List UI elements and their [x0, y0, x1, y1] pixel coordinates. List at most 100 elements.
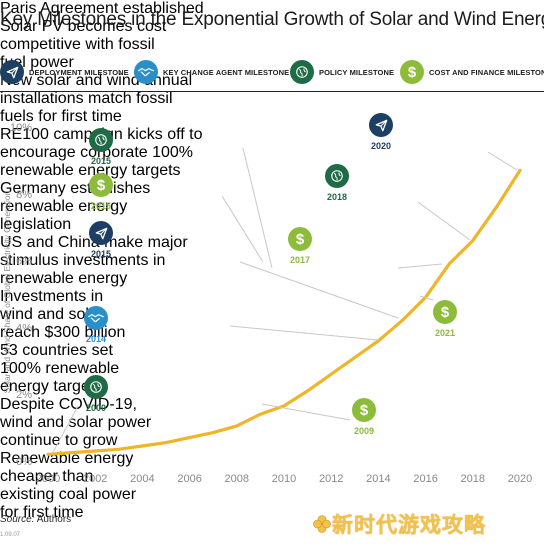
x-tick-label: 2006 [177, 473, 201, 485]
source-value: Authors [36, 514, 72, 525]
milestone-text-line: 100% renewable [0, 360, 120, 377]
footnote: 1.09.07 [0, 532, 21, 538]
leader-line [239, 261, 399, 319]
series-line [46, 168, 522, 456]
leader-line [221, 195, 264, 263]
x-tick-label: 2014 [366, 473, 390, 485]
y-tick-label: 10% [10, 122, 32, 134]
legend-divider [0, 91, 544, 92]
legend-label-policy: POLICY MILESTONE [319, 67, 395, 77]
dollar-icon: $ [352, 398, 376, 422]
milestone-text-line: renewable energy targets [0, 162, 181, 179]
x-tick-label: 2012 [319, 473, 343, 485]
milestone-year: 2020 [370, 141, 392, 151]
x-tick-label: 2000 [36, 473, 60, 485]
milestone-text-line: for first time [0, 504, 84, 521]
milestone-year: 2009 [353, 426, 375, 436]
milestone-text-line: energy targets [0, 378, 103, 395]
paper-plane-icon [0, 60, 24, 84]
milestone-text-line: fuels for first time [0, 108, 122, 125]
leader-line [417, 201, 471, 241]
leader-line [419, 295, 434, 301]
leader-line [242, 147, 273, 269]
milestone-text-line: installations match fossil [0, 90, 173, 107]
milestone-year: 2000 [85, 403, 107, 413]
milestone-annotations: 2015 Paris Agreement established $2015 Sola… [0, 0, 544, 522]
x-tick-label: 2016 [413, 473, 437, 485]
paper-plane-icon [369, 113, 393, 137]
source-note: Source: Authors [0, 514, 71, 525]
leader-line [487, 151, 518, 171]
milestone-year: 2014 [85, 334, 107, 344]
y-tick-label: 6% [16, 256, 32, 268]
leader-line [51, 405, 79, 455]
x-tick-label: 2008 [225, 473, 249, 485]
globe-icon [290, 60, 314, 84]
dollar-icon: $ [89, 173, 113, 197]
x-tick-label: 2020 [508, 473, 532, 485]
y-tick-label: 0% [16, 456, 32, 468]
y-tick-label: 8% [16, 189, 32, 201]
milestone-text-line: continue to grow [0, 432, 118, 449]
milestone-year: 2015 [90, 249, 112, 259]
handshake-icon [134, 60, 158, 84]
y-tick-label: 2% [16, 389, 32, 401]
legend: DEPLOYMENT MILESTONE KEY CHANGE AGENT MI… [0, 60, 544, 86]
leader-line [229, 325, 379, 341]
milestone-text-line: existing coal power [0, 486, 137, 503]
milestone-text: 53 countries set 100% renewable energy tar… [0, 342, 544, 396]
milestone-text: New solar and wind annual installations m… [0, 72, 544, 126]
legend-item-deployment: DEPLOYMENT MILESTONE [0, 60, 129, 84]
milestone-text: US and China make major stimulus investme… [0, 234, 544, 288]
milestone-text-line: Despite COVID-19, [0, 396, 137, 413]
legend-item-policy: POLICY MILESTONE [290, 60, 394, 84]
milestone-year: 2017 [289, 255, 311, 265]
page-title: Key Milestones in the Exponential Growth… [0, 9, 544, 30]
milestone-text: Paris Agreement established [0, 0, 544, 18]
milestone-text-line: legislation [0, 216, 72, 233]
paper-plane-icon [89, 221, 113, 245]
milestone-text-line: renewable energy [0, 198, 128, 215]
globe-icon [89, 128, 113, 152]
leader-line [261, 403, 351, 421]
legend-item-cost: $ COST AND FINANCE MILESTONE [400, 60, 544, 84]
globe-icon [84, 375, 108, 399]
legend-label-cost: COST AND FINANCE MILESTONE [429, 67, 544, 77]
legend-label-change-agent: KEY CHANGE AGENT MILESTONE [163, 67, 290, 77]
milestone-text: Investments in wind and solar reach $300 b… [0, 288, 544, 342]
milestone-text-line: Paris Agreement established [0, 0, 204, 17]
milestone-text-line: Solar PV becomes cost [0, 18, 167, 35]
milestone-text-line: Renewable energy [0, 450, 134, 467]
clover-icon [313, 515, 331, 533]
dollar-icon: $ [400, 60, 424, 84]
handshake-icon [84, 306, 108, 330]
legend-label-deployment: DEPLOYMENT MILESTONE [29, 67, 129, 77]
x-tick-label: 2010 [272, 473, 296, 485]
milestone-text-line: stimulus investments in [0, 252, 166, 269]
milestone-text: Renewable energy cheaper than existing coa… [0, 450, 544, 522]
dollar-icon: $ [433, 300, 457, 324]
watermark-text: 新时代游戏攻略 [332, 514, 486, 537]
milestone-text-line: wind and solar power [0, 414, 152, 431]
x-tick-label: 2018 [461, 473, 485, 485]
milestone-text-line: Investments in [0, 288, 104, 305]
milestone-text: Despite COVID-19, wind and solar power con… [0, 396, 544, 450]
milestone-text-line: 53 countries set [0, 342, 113, 359]
milestone-text-line: cheaper than [0, 468, 94, 485]
milestone-text: Solar PV becomes cost competitive with fo… [0, 18, 544, 72]
milestone-text-line: renewable energy [0, 270, 128, 287]
leader-line [397, 263, 443, 269]
milestone-text-line: wind and solar [0, 306, 104, 323]
source-label: Source: [0, 514, 35, 525]
y-axis-label: Solar and Wind Share of Global Electrici… [2, 190, 12, 394]
dollar-icon: $ [288, 227, 312, 251]
milestone-year: 2021 [434, 328, 456, 338]
x-tick-label: 2002 [83, 473, 107, 485]
globe-icon [325, 164, 349, 188]
x-tick-label: 2004 [130, 473, 154, 485]
y-tick-label: 4% [16, 322, 32, 334]
milestone-text-line: competitive with fossil [0, 36, 155, 53]
legend-item-change-agent: KEY CHANGE AGENT MILESTONE [134, 60, 289, 84]
